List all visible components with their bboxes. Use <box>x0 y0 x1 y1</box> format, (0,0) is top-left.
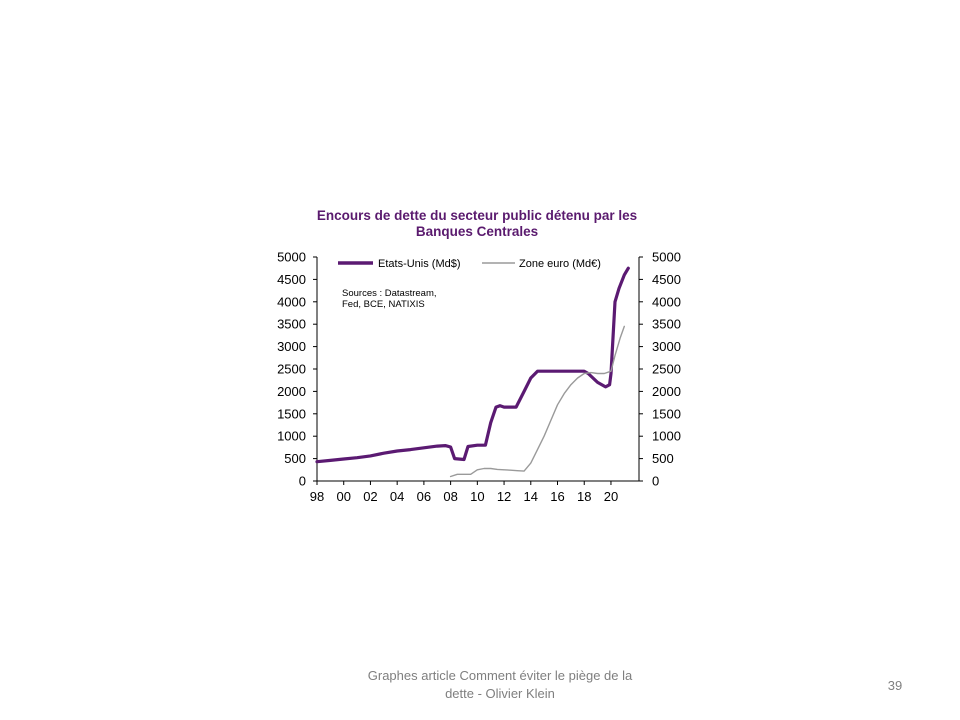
right-tick-label: 3000 <box>652 339 681 354</box>
x-tick-label: 14 <box>524 489 538 504</box>
chart-title-line-1: Encours de dette du secteur public déten… <box>317 208 637 223</box>
right-y-axis: 0 500 1000 1500 2000 2500 3000 3500 4000 4500 5000 <box>638 250 681 489</box>
x-tick-label: 12 <box>497 489 511 504</box>
right-tick-label: 500 <box>652 451 674 466</box>
legend-label-etats-unis: Etats-Unis (Md$) <box>378 258 461 270</box>
right-tick-label: 1500 <box>652 406 681 421</box>
right-tick-label: 3500 <box>652 317 681 332</box>
right-tick-label: 4000 <box>652 294 681 309</box>
right-tick-label: 5000 <box>652 250 681 265</box>
left-tick-label: 3500 <box>277 317 306 332</box>
right-tick-label: 4500 <box>652 272 681 287</box>
left-tick-label: 1500 <box>277 406 306 421</box>
left-tick-label: 500 <box>284 451 306 466</box>
right-tick-label: 0 <box>652 474 659 489</box>
footer-caption-line-2: dette - Olivier Klein <box>445 686 555 701</box>
x-tick-label: 18 <box>577 489 591 504</box>
left-tick-label: 4000 <box>277 294 306 309</box>
right-tick-label: 1000 <box>652 429 681 444</box>
slide-number: 39 <box>887 678 903 693</box>
x-tick-label: 00 <box>336 489 350 504</box>
left-y-axis: 0 500 1000 1500 2000 2500 3000 3500 4000 4500 5000 <box>277 250 318 489</box>
x-tick-label: 04 <box>390 489 404 504</box>
x-tick-label: 06 <box>417 489 431 504</box>
footer-caption: Graphes article Comment éviter le piège … <box>330 667 670 703</box>
chart-title-line-2: Banques Centrales <box>416 224 538 239</box>
x-tick-label: 98 <box>310 489 324 504</box>
series-line-zone-euro <box>449 325 625 478</box>
sources-note-line-2: Fed, BCE, NATIXIS <box>342 299 425 310</box>
legend: Etats-Unis (Md$) Zone euro (Md€) <box>338 258 601 270</box>
footer-caption-line-1: Graphes article Comment éviter le piège … <box>367 668 633 683</box>
left-tick-label: 1000 <box>277 429 306 444</box>
x-tick-label: 20 <box>604 489 618 504</box>
x-tick-label: 10 <box>470 489 484 504</box>
series-layer <box>315 266 630 478</box>
left-tick-label: 3000 <box>277 339 306 354</box>
right-tick-label: 2000 <box>652 384 681 399</box>
left-tick-label: 2500 <box>277 362 306 377</box>
left-tick-label: 2000 <box>277 384 306 399</box>
legend-label-zone-euro: Zone euro (Md€) <box>519 258 601 270</box>
x-tick-label: 16 <box>550 489 564 504</box>
x-axis: 98 00 02 04 06 08 10 12 14 16 18 20 <box>310 480 639 504</box>
left-tick-label: 5000 <box>277 250 306 265</box>
x-tick-label: 02 <box>363 489 377 504</box>
x-tick-label: 08 <box>443 489 457 504</box>
series-line-etats-unis <box>315 266 630 464</box>
sources-note-line-1: Sources : Datastream, <box>342 288 437 299</box>
left-tick-label: 4500 <box>277 272 306 287</box>
right-tick-label: 2500 <box>652 362 681 377</box>
left-tick-label: 0 <box>299 474 306 489</box>
